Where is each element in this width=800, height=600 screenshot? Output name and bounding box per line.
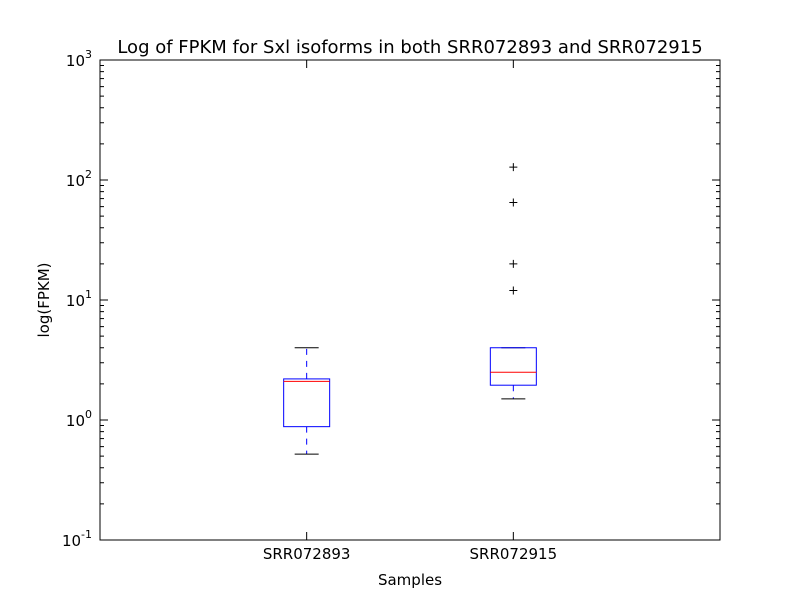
chart-title: Log of FPKM for Sxl isoforms in both SRR… — [117, 37, 702, 58]
y-tick-label: 10-1 — [62, 528, 92, 550]
y-tick-label: 102 — [66, 168, 92, 190]
outlier-point — [509, 286, 518, 295]
box — [489, 347, 537, 386]
y-axis-label: log(FPKM) — [35, 262, 53, 337]
outlier-point — [509, 198, 518, 207]
x-tick-label: SRR072915 — [470, 545, 558, 563]
y-tick-label: 101 — [66, 288, 92, 310]
y-tick-label: 103 — [66, 48, 92, 70]
box — [283, 378, 331, 428]
y-tick-label: 100 — [66, 408, 92, 430]
outlier-point — [509, 163, 518, 172]
plot-area: 10-1 100 101 102 103 SRR072893 SRR072915 — [62, 48, 720, 563]
x-axis-label: Samples — [378, 571, 442, 589]
axes-frame — [99, 59, 721, 541]
outlier-point — [509, 259, 518, 268]
x-tick-label: SRR072893 — [263, 545, 351, 563]
